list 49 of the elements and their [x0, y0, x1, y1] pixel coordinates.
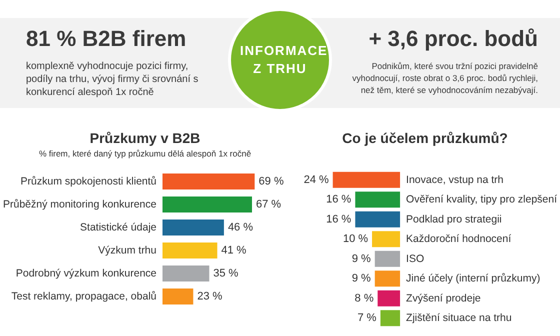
data-label: 24 %: [304, 174, 330, 186]
y-tick-label: Inovace, vstup na trh: [406, 174, 504, 186]
y-tick-label: Výzkum trhu: [98, 244, 157, 256]
bar: [372, 231, 400, 248]
y-tick-label: Průběžný monitoring konkurence: [2, 198, 157, 210]
data-label: 7 %: [357, 312, 377, 324]
chart-subtitle: % firem, které daný typ průzkumu dělá alespoň 1x ročně: [38, 148, 252, 158]
data-label: 9 %: [352, 252, 372, 265]
chart-title: Co je účelem průzkumů?: [342, 130, 508, 146]
y-tick-label: Průzkum spokojenosti klientů: [20, 176, 157, 188]
text: + 3,6 proc. bodů: [368, 26, 538, 52]
bar: [162, 196, 252, 212]
data-label: 8 %: [354, 292, 374, 304]
data-label: 16 %: [326, 194, 352, 206]
y-tick-label: Zjištění situace na trhu: [406, 312, 512, 324]
data-label: 67 %: [256, 198, 282, 210]
y-tick-label: Podrobný výzkum konkurence: [16, 268, 157, 280]
y-tick-label: ISO: [406, 252, 424, 265]
bar: [332, 172, 400, 188]
data-label: 9 %: [352, 272, 372, 285]
bar: [162, 242, 218, 258]
chart-title: Průzkumy v B2B: [90, 130, 200, 146]
text: Podnikům, které svou tržní pozici pravidelně vyhodnocují, roste obrat o 3,6 proc. bodů rychleji, než těm, které se vyhodnocováním nezabývají.: [351, 60, 538, 96]
y-tick-label: Podklad pro strategii: [406, 213, 502, 226]
bar: [374, 250, 400, 267]
y-tick-label: Test reklamy, propagace, obalů: [11, 290, 157, 302]
bar: [374, 270, 400, 287]
bar: [162, 266, 210, 282]
data-label: 10 %: [342, 233, 368, 246]
text: 81 % B2B firem: [26, 26, 186, 52]
text: komplexně vyhodnocuje pozici firmy, podíly na trhu, vývoj firmy či srovnání s konkurencí alespoň 1x ročně: [26, 60, 200, 99]
data-label: 46 %: [228, 222, 254, 234]
y-tick-label: Zvýšení prodeje: [406, 292, 481, 304]
bar: [380, 310, 400, 326]
y-tick-label: Jiné účely (interní průzkumy): [406, 272, 540, 285]
bar: [378, 290, 400, 306]
data-label: 35 %: [213, 268, 239, 280]
bar: [162, 220, 224, 236]
y-tick-label: Statistické údaje: [80, 222, 157, 234]
bar: [355, 211, 400, 228]
y-tick-label: Ověření kvality, tipy pro zlepšení: [406, 194, 558, 206]
data-label: 16 %: [326, 213, 352, 226]
bar: [162, 288, 194, 304]
data-label: 23 %: [197, 290, 223, 302]
bar: [355, 192, 400, 208]
data-label: 69 %: [258, 176, 284, 188]
data-label: 41 %: [221, 244, 247, 256]
bar: [162, 174, 255, 190]
y-tick-label: Každoroční hodnocení: [406, 233, 512, 246]
